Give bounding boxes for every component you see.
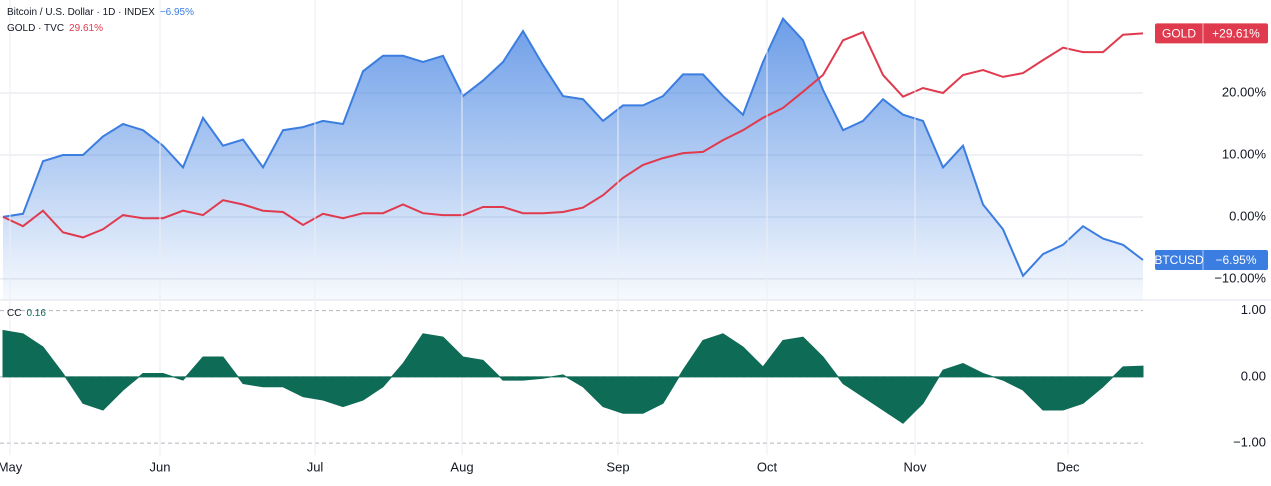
x-tick-label: Nov <box>903 459 927 474</box>
x-tick-label: May <box>0 459 23 474</box>
legend-entry: GOLD · TVC 29.61% <box>7 23 103 34</box>
badge-value: −6.95% <box>1215 253 1256 267</box>
y-tick-label: −10.00% <box>1214 270 1266 285</box>
y-tick-label: 0.00 <box>1241 368 1266 383</box>
y-tick-label: 20.00% <box>1222 84 1267 99</box>
legend-value: −6.95% <box>160 7 194 18</box>
line <box>2 30 1144 239</box>
legend-value: 0.16 <box>26 308 46 319</box>
x-tick-label: Sep <box>606 459 629 474</box>
x-tick-label: Oct <box>757 459 778 474</box>
price-badge <box>1155 250 1268 271</box>
x-tick-label: Aug <box>450 459 473 474</box>
legend-entry: CC 0.16 <box>7 308 46 319</box>
y-tick-label: 10.00% <box>1222 146 1267 161</box>
legend-name: Bitcoin / U.S. Dollar · 1D · INDEX <box>7 7 155 18</box>
legend-value: 29.61% <box>69 23 103 34</box>
y-tick-label: 1.00 <box>1241 302 1266 317</box>
badge-name: BTCUSD <box>1154 253 1204 267</box>
badge-name: GOLD <box>1162 27 1196 41</box>
y-tick-label: 0.00% <box>1229 208 1266 223</box>
area <box>2 329 1144 424</box>
x-tick-label: Jul <box>307 459 324 474</box>
y-tick-label: −1.00 <box>1233 435 1266 450</box>
x-tick-label: Dec <box>1056 459 1080 474</box>
x-tick-label: Jun <box>150 459 171 474</box>
legend-entry: Bitcoin / U.S. Dollar · 1D · INDEX −6.95% <box>7 7 194 18</box>
price-badge <box>1155 23 1268 44</box>
badge-value: +29.61% <box>1212 27 1260 41</box>
legend-name: CC <box>7 308 21 319</box>
line <box>2 16 1144 278</box>
legend-name: GOLD · TVC <box>7 23 64 34</box>
area <box>3 18 1143 300</box>
